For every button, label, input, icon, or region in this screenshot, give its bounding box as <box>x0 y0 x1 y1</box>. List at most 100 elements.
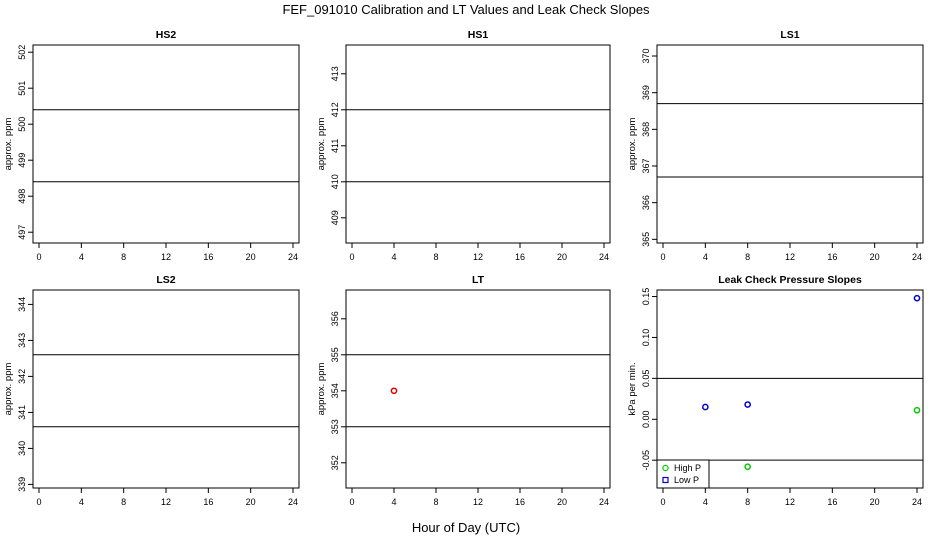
point-leak-1-0 <box>701 403 709 411</box>
y-axis-label-ls2: approx. ppm <box>3 363 14 416</box>
y-tick-label-ls2-4: 343 <box>17 333 27 348</box>
y-axis-label-ls1: approx. ppm <box>627 118 638 171</box>
y-axis-label-hs1: approx. ppm <box>316 118 327 171</box>
y-tick-label-hs1-2: 411 <box>330 139 340 153</box>
y-tick-label-hs2-1: 498 <box>17 189 27 204</box>
x-tick-label-hs1-3: 12 <box>473 252 483 262</box>
y-tick-label-ls1-4: 369 <box>641 85 651 100</box>
legend-label-leak-0: High P <box>674 463 701 473</box>
x-tick-label-ls2-1: 4 <box>79 497 84 507</box>
panel-title-ls1: LS1 <box>780 29 799 41</box>
panel-hs2: HS2 0 4 8 12 16 20 24 497 498 499 500 501 502 approx. … <box>3 29 300 262</box>
x-tick-label-hs1-6: 24 <box>599 252 609 262</box>
plot-frame-ls1 <box>656 44 924 244</box>
x-tick-label-leak-4: 16 <box>827 497 837 507</box>
y-tick-label-hs1-4: 413 <box>330 66 340 81</box>
panel-lt: LT 0 4 8 12 16 20 24 352 353 354 355 356 approx. ppm <box>316 274 611 507</box>
legend-leak: High P Low P <box>656 459 710 489</box>
x-tick-label-hs2-1: 4 <box>79 252 84 262</box>
x-tick-label-leak-1: 4 <box>703 497 708 507</box>
x-tick-label-leak-6: 24 <box>912 497 922 507</box>
legend-marker-leak-0 <box>662 464 669 472</box>
y-tick-label-ls2-5: 344 <box>17 297 27 312</box>
x-tick-label-lt-6: 24 <box>599 497 609 507</box>
x-tick-label-ls1-3: 12 <box>785 252 795 262</box>
x-tick-label-ls1-1: 4 <box>703 252 708 262</box>
plot-frame-lt <box>345 289 611 489</box>
x-tick-label-hs1-2: 8 <box>433 252 438 262</box>
x-tick-label-hs1-4: 16 <box>515 252 525 262</box>
y-tick-label-ls1-5: 370 <box>641 48 651 63</box>
panel-title-hs2: HS2 <box>156 29 177 41</box>
y-tick-label-hs1-0: 409 <box>330 210 340 225</box>
y-axis-label-hs2: approx. ppm <box>3 118 14 171</box>
x-tick-label-ls2-3: 12 <box>161 497 171 507</box>
x-tick-label-leak-5: 20 <box>870 497 880 507</box>
y-tick-label-hs2-3: 500 <box>17 117 27 132</box>
plot-frame-ls2 <box>32 289 300 489</box>
point-leak-1-2 <box>913 294 921 302</box>
x-tick-label-ls1-4: 16 <box>827 252 837 262</box>
y-tick-label-hs2-4: 501 <box>17 81 27 96</box>
y-tick-label-lt-3: 355 <box>330 347 340 362</box>
panel-title-ls2: LS2 <box>156 274 175 286</box>
y-tick-label-hs2-0: 497 <box>17 225 27 240</box>
y-tick-label-ls1-2: 367 <box>641 158 651 173</box>
x-tick-label-ls1-6: 24 <box>912 252 922 262</box>
y-tick-label-hs1-3: 412 <box>330 102 340 117</box>
panel-title-lt: LT <box>472 274 485 286</box>
y-tick-label-hs2-2: 499 <box>17 153 27 168</box>
x-tick-label-hs2-4: 16 <box>203 252 213 262</box>
plot-frame-leak <box>656 289 924 489</box>
point-leak-1-1 <box>744 401 752 408</box>
y-tick-label-lt-2: 354 <box>330 383 340 398</box>
panel-title-hs1: HS1 <box>468 29 489 41</box>
legend-label-leak-1: Low P <box>674 475 699 485</box>
y-axis-label-lt: approx. ppm <box>316 363 327 416</box>
y-axis-label-leak: kPa per min. <box>627 362 638 415</box>
y-tick-label-ls1-3: 368 <box>641 122 651 137</box>
x-tick-label-ls1-2: 8 <box>745 252 750 262</box>
x-tick-label-lt-1: 4 <box>391 497 396 507</box>
y-tick-label-leak-1: 0.00 <box>641 411 651 429</box>
x-tick-label-lt-4: 16 <box>515 497 525 507</box>
x-tick-label-hs2-0: 0 <box>36 252 41 262</box>
x-tick-label-leak-0: 0 <box>660 497 665 507</box>
point-lt-0-0 <box>390 387 398 395</box>
y-tick-label-lt-1: 353 <box>330 419 340 434</box>
panel-title-leak: Leak Check Pressure Slopes <box>718 274 862 286</box>
y-tick-label-ls2-3: 342 <box>17 369 27 384</box>
y-tick-label-lt-4: 356 <box>330 311 340 326</box>
x-tick-label-leak-3: 12 <box>785 497 795 507</box>
x-tick-label-ls2-6: 24 <box>288 497 298 507</box>
x-tick-label-ls1-5: 20 <box>870 252 880 262</box>
legend-box-leak <box>656 459 710 489</box>
panel-hs1: HS1 0 4 8 12 16 20 24 409 410 411 412 413 approx. ppm <box>316 29 611 262</box>
plot-frame-hs2 <box>32 44 300 244</box>
figure-xlabel: Hour of Day (UTC) <box>412 520 520 535</box>
y-tick-label-leak-2: 0.05 <box>641 370 651 388</box>
x-tick-label-ls2-0: 0 <box>36 497 41 507</box>
panel-leak: Leak Check Pressure Slopes 0 4 8 12 16 20 24 -0.… <box>627 274 924 507</box>
x-tick-label-hs2-2: 8 <box>121 252 126 262</box>
x-tick-label-ls2-4: 16 <box>203 497 213 507</box>
panel-ls1: LS1 0 4 8 12 16 20 24 365 366 367 368 369 370 approx. … <box>627 29 924 262</box>
y-tick-label-leak-0: -0.05 <box>641 450 651 471</box>
y-tick-label-leak-4: 0.15 <box>641 288 651 306</box>
panel-ls2: LS2 0 4 8 12 16 20 24 339 340 341 342 343 344 approx. … <box>3 274 300 507</box>
y-tick-label-ls2-1: 340 <box>17 441 27 456</box>
panels-container: HS2 0 4 8 12 16 20 24 497 498 499 500 501 502 approx. … <box>3 29 924 507</box>
x-tick-label-lt-0: 0 <box>349 497 354 507</box>
x-tick-label-hs1-5: 20 <box>557 252 567 262</box>
y-tick-label-ls1-1: 366 <box>641 195 651 210</box>
legend-marker-leak-1 <box>662 476 669 484</box>
x-tick-label-hs2-5: 20 <box>246 252 256 262</box>
x-tick-label-hs1-0: 0 <box>349 252 354 262</box>
x-tick-label-ls1-0: 0 <box>660 252 665 262</box>
y-tick-label-lt-0: 352 <box>330 455 340 470</box>
x-tick-label-hs2-3: 12 <box>161 252 171 262</box>
x-tick-label-lt-3: 12 <box>473 497 483 507</box>
y-tick-label-ls2-0: 339 <box>17 477 27 492</box>
y-tick-label-ls1-0: 365 <box>641 232 651 247</box>
